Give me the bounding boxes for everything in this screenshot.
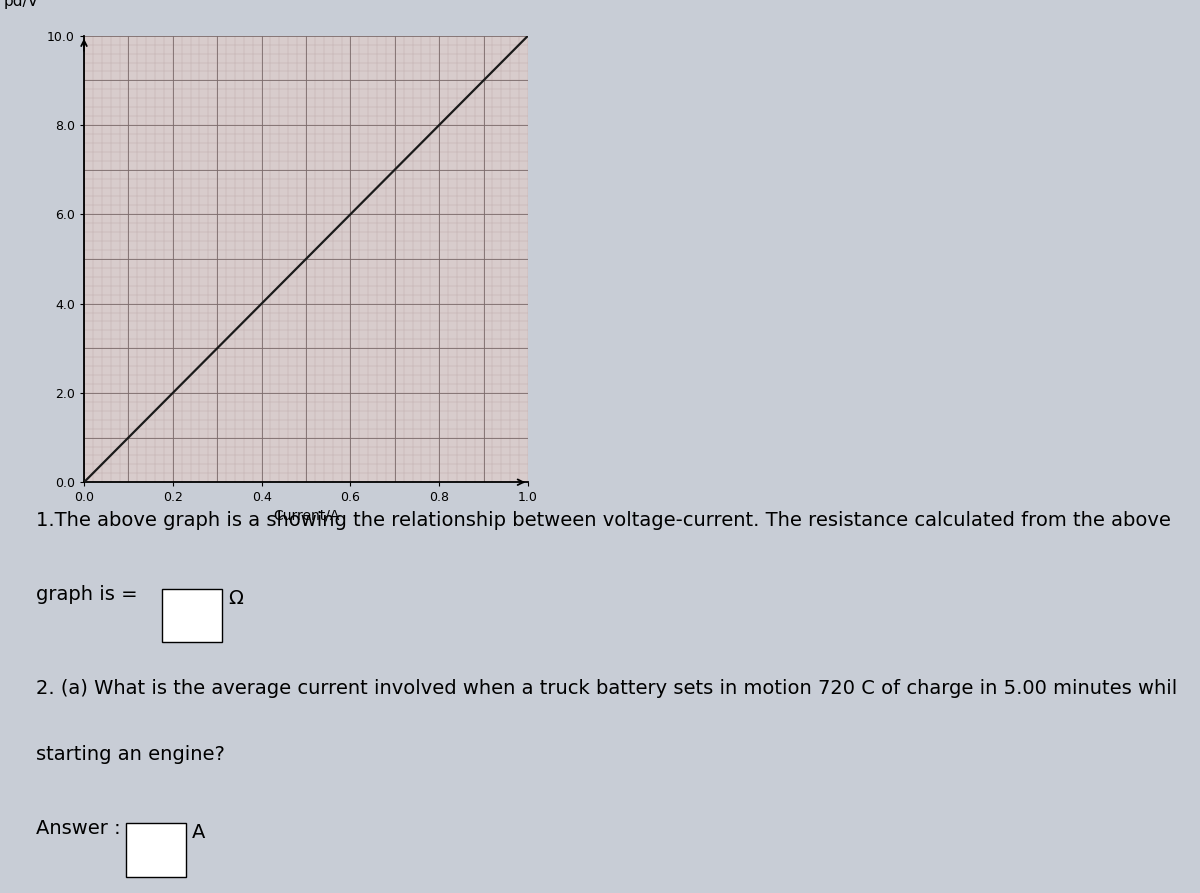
Text: 1.The above graph is a showing the relationship between voltage-current. The res: 1.The above graph is a showing the relat…	[36, 511, 1171, 530]
Text: pd/V: pd/V	[4, 0, 40, 9]
Text: 2. (a) What is the average current involved when a truck battery sets in motion : 2. (a) What is the average current invol…	[36, 680, 1177, 698]
Text: Answer :: Answer :	[36, 819, 121, 838]
X-axis label: Current/A: Current/A	[272, 508, 340, 522]
FancyBboxPatch shape	[162, 589, 222, 642]
Text: graph is =: graph is =	[36, 585, 138, 604]
Text: starting an engine?: starting an engine?	[36, 745, 224, 764]
Text: Ω: Ω	[228, 589, 242, 608]
FancyBboxPatch shape	[126, 823, 186, 877]
Text: A: A	[192, 823, 205, 842]
